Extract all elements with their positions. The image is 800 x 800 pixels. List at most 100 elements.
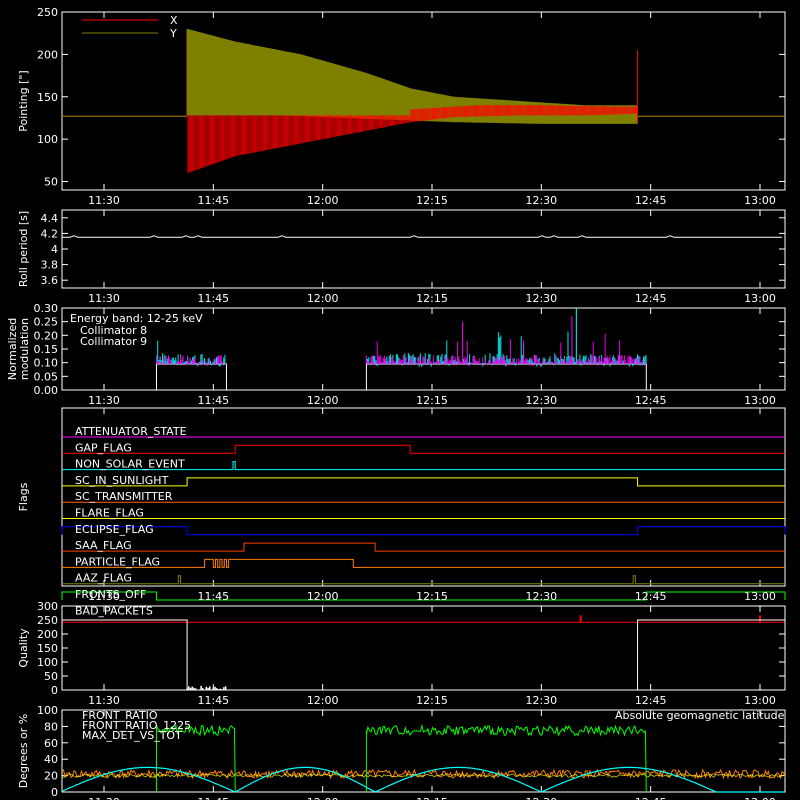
x-tick-label: 11:45 bbox=[197, 292, 229, 305]
panel-5 bbox=[61, 605, 786, 691]
plot-frame bbox=[61, 709, 786, 793]
x-tick-label: 12:45 bbox=[635, 292, 667, 305]
flag-label-aaz-flag: AAZ_FLAG bbox=[75, 572, 132, 585]
y-tick-label: 40 bbox=[44, 753, 58, 766]
y-tick-label: 150 bbox=[37, 91, 58, 104]
x-tick-label: 12:30 bbox=[525, 292, 557, 305]
x-tick-label: 12:30 bbox=[525, 796, 557, 800]
x-tick-label: 11:45 bbox=[197, 194, 229, 207]
panel-6 bbox=[61, 709, 786, 793]
x-tick-label: 12:45 bbox=[635, 590, 667, 603]
x-tick-label: 13:00 bbox=[744, 394, 776, 407]
x-tick-label: 12:15 bbox=[416, 394, 448, 407]
x-tick-label: 12:30 bbox=[525, 194, 557, 207]
y-tick-label: 60 bbox=[44, 737, 58, 750]
y-tick-label: 0.20 bbox=[34, 329, 59, 342]
roll-period-line bbox=[62, 235, 782, 238]
y-axis-label: Flags bbox=[17, 482, 30, 511]
series-front-ratio-1225 bbox=[155, 724, 236, 793]
series-front-ratio bbox=[61, 773, 784, 778]
flag-line-aaz-flag bbox=[62, 575, 785, 585]
y-tick-label: 4.2 bbox=[41, 227, 59, 240]
x-tick-label: 12:30 bbox=[525, 394, 557, 407]
y-tick-label: 250 bbox=[37, 6, 58, 19]
y-tick-label: 0.05 bbox=[34, 370, 59, 383]
x-tick-label: 12:45 bbox=[635, 194, 667, 207]
annotation-geomagnetic: Absolute geomagnetic latitude bbox=[615, 709, 785, 722]
flag-label-bad-packets: BAD_PACKETS bbox=[75, 604, 153, 617]
flag-line-sc-in-sunlight bbox=[62, 477, 785, 487]
y-tick-label: 200 bbox=[37, 628, 58, 641]
y-tick-label: 0.15 bbox=[34, 343, 59, 356]
panel-1 bbox=[61, 11, 786, 191]
x-tick-label: 12:00 bbox=[307, 194, 339, 207]
x-tick-label: 11:30 bbox=[88, 394, 120, 407]
y-axis-label: Normalized bbox=[6, 318, 19, 380]
annotation-energy-band: Energy band: 12-25 keV bbox=[70, 312, 203, 325]
y-axis-label: Pointing ["] bbox=[17, 70, 30, 131]
x-tick-label: 11:45 bbox=[197, 590, 229, 603]
panel-4 bbox=[61, 407, 786, 623]
y-tick-label: 20 bbox=[44, 770, 58, 783]
x-tick-label: 12:15 bbox=[416, 194, 448, 207]
x-tick-label: 11:30 bbox=[88, 796, 120, 800]
x-tick-label: 12:15 bbox=[416, 292, 448, 305]
x-tick-label: 12:00 bbox=[307, 590, 339, 603]
legend-label-front-ratio-1225: FRONT_RATIO_1225 bbox=[82, 719, 191, 732]
legend-label-Collimator-9: Collimator 9 bbox=[80, 335, 147, 348]
y-tick-label: 4 bbox=[51, 243, 58, 256]
y-tick-label: 100 bbox=[37, 133, 58, 146]
x-tick-label: 13:00 bbox=[744, 194, 776, 207]
plot-frame bbox=[61, 11, 786, 191]
plot-frame bbox=[61, 407, 786, 587]
flag-line-non-solar-event bbox=[62, 461, 785, 471]
y-tick-label: 300 bbox=[37, 600, 58, 613]
y-tick-label: 0.10 bbox=[34, 357, 59, 370]
y-tick-label: 3.8 bbox=[41, 259, 59, 272]
flag-label-saa-flag: SAA_FLAG bbox=[75, 539, 132, 552]
x-tick-label: 12:15 bbox=[416, 590, 448, 603]
x-tick-label: 11:30 bbox=[88, 590, 120, 603]
series-front-ratio-1225 bbox=[365, 723, 647, 793]
x-tick-label: 13:00 bbox=[744, 590, 776, 603]
y-axis-label: Degrees or % bbox=[17, 714, 30, 788]
y-axis-label: Roll period [s] bbox=[17, 211, 30, 287]
y-tick-label: 0.25 bbox=[34, 316, 59, 329]
flag-label-flare-flag: FLARE_FLAG bbox=[75, 507, 144, 520]
flag-label-sc-in-sunlight: SC_IN_SUNLIGHT bbox=[75, 474, 169, 487]
x-tick-label: 12:00 bbox=[307, 292, 339, 305]
y-axis-label: Quality bbox=[17, 628, 30, 668]
flag-line-eclipse-flag bbox=[61, 526, 786, 536]
flag-line-particle-flag bbox=[62, 558, 785, 568]
legend-label-front-ratio: FRONT_RATIO bbox=[82, 709, 158, 722]
y-tick-label: 50 bbox=[44, 670, 58, 683]
y-tick-label: 200 bbox=[37, 48, 58, 61]
x-tick-label: 12:30 bbox=[525, 590, 557, 603]
series-Y-upper bbox=[186, 29, 411, 116]
flag-line-saa-flag bbox=[62, 542, 785, 552]
flag-label-fronts-off: FRONTS_OFF bbox=[75, 588, 146, 601]
x-tick-label: 11:30 bbox=[88, 694, 120, 707]
series-Collimator-9 bbox=[156, 355, 227, 366]
series-max-det-vs-tot bbox=[61, 768, 786, 780]
y-tick-label: 3.6 bbox=[41, 274, 59, 287]
y-tick-label: 50 bbox=[44, 176, 58, 189]
flag-label-particle-flag: PARTICLE_FLAG bbox=[75, 555, 160, 568]
flag-label-sc-transmitter: SC_TRANSMITTER bbox=[75, 490, 173, 503]
y-tick-label: 0.00 bbox=[34, 384, 59, 397]
series-geomagnetic-latitude bbox=[61, 766, 784, 793]
flag-line-fronts-off bbox=[61, 591, 786, 601]
series-X bbox=[187, 105, 639, 173]
panel-2 bbox=[61, 209, 786, 289]
legend-label-X: X bbox=[170, 14, 178, 27]
x-tick-label: 12:15 bbox=[416, 694, 448, 707]
x-tick-label: 13:00 bbox=[744, 694, 776, 707]
y-tick-label: 4.4 bbox=[41, 212, 59, 225]
panel-3 bbox=[61, 307, 786, 391]
y-tick-label: 100 bbox=[37, 704, 58, 717]
x-tick-label: 11:45 bbox=[197, 394, 229, 407]
quality-segment bbox=[62, 619, 188, 690]
x-tick-label: 12:00 bbox=[307, 394, 339, 407]
flag-label-eclipse-flag: ECLIPSE_FLAG bbox=[75, 523, 154, 536]
x-tick-label: 12:00 bbox=[307, 796, 339, 800]
